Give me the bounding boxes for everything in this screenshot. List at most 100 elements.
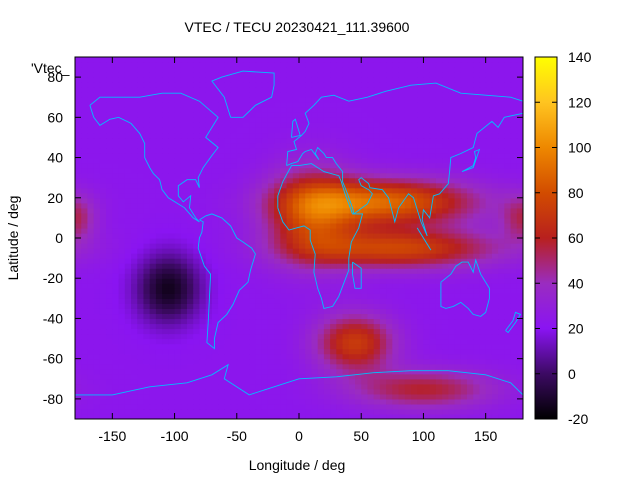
heat-cell bbox=[261, 157, 269, 164]
heat-cell bbox=[361, 273, 369, 279]
heat-cell bbox=[348, 248, 356, 254]
heat-cell bbox=[124, 293, 132, 299]
heat-cell bbox=[261, 333, 269, 340]
heat-cell bbox=[467, 338, 474, 345]
heat-cell bbox=[423, 303, 431, 309]
heat-cell bbox=[155, 343, 163, 350]
heat-cell bbox=[516, 393, 523, 400]
heat-cell bbox=[174, 162, 182, 169]
heat-cell bbox=[137, 137, 145, 144]
heat-cell bbox=[317, 308, 325, 315]
heat-cell bbox=[99, 232, 107, 239]
heat-cell bbox=[155, 162, 163, 169]
heat-cell bbox=[199, 343, 207, 350]
heat-cell bbox=[467, 172, 474, 179]
heat-cell bbox=[205, 288, 213, 294]
heat-cell bbox=[386, 273, 393, 279]
heat-cell bbox=[479, 283, 487, 289]
heat-cell bbox=[348, 323, 356, 330]
heat-cell bbox=[81, 323, 89, 330]
heat-cell bbox=[106, 383, 113, 390]
heat-cell bbox=[305, 303, 313, 309]
heat-cell bbox=[75, 253, 82, 259]
heat-cell bbox=[87, 97, 95, 103]
heat-cell bbox=[87, 87, 95, 93]
heat-cell bbox=[448, 172, 456, 179]
heat-cell bbox=[417, 373, 425, 380]
heat-cell bbox=[131, 293, 138, 299]
heat-cell bbox=[330, 182, 337, 189]
heat-cell bbox=[417, 82, 425, 88]
heat-cell bbox=[174, 107, 182, 113]
heat-cell bbox=[510, 308, 518, 315]
heat-cell bbox=[342, 212, 350, 219]
heat-cell bbox=[355, 127, 362, 134]
heat-cell bbox=[75, 258, 82, 264]
heat-cell bbox=[131, 232, 138, 239]
heat-cell bbox=[224, 348, 232, 355]
heat-cell bbox=[442, 313, 449, 320]
heat-cell bbox=[398, 217, 406, 224]
heat-cell bbox=[305, 273, 313, 279]
heat-cell bbox=[317, 268, 325, 274]
heat-cell bbox=[149, 217, 157, 224]
heat-cell bbox=[510, 97, 518, 103]
heat-cell bbox=[442, 368, 449, 375]
heat-cell bbox=[429, 107, 437, 113]
heat-cell bbox=[473, 102, 481, 108]
heat-cell bbox=[392, 408, 400, 415]
heat-cell bbox=[230, 157, 238, 164]
heat-cell bbox=[454, 122, 462, 128]
heat-cell bbox=[286, 152, 294, 159]
heat-cell bbox=[491, 308, 499, 315]
heat-cell bbox=[510, 147, 518, 154]
heat-cell bbox=[267, 238, 275, 244]
heat-cell bbox=[361, 303, 369, 309]
heat-cell bbox=[118, 77, 126, 83]
heat-cell bbox=[485, 107, 493, 113]
heat-cell bbox=[87, 202, 95, 209]
heat-cell bbox=[392, 343, 400, 350]
heat-cell bbox=[423, 288, 431, 294]
heat-cell bbox=[330, 72, 337, 78]
heat-cell bbox=[373, 413, 381, 419]
heat-cell bbox=[261, 137, 269, 144]
heat-cell bbox=[373, 398, 381, 405]
heat-cell bbox=[99, 212, 107, 219]
heat-cell bbox=[305, 87, 313, 93]
heat-cell bbox=[323, 207, 331, 214]
heat-cell bbox=[168, 343, 176, 350]
heat-cell bbox=[87, 303, 95, 309]
heat-cell bbox=[299, 383, 306, 390]
heat-cell bbox=[311, 338, 319, 345]
heat-cell bbox=[299, 227, 306, 234]
heat-cell bbox=[81, 227, 89, 234]
heat-cell bbox=[355, 353, 362, 360]
heat-cell bbox=[485, 117, 493, 123]
heat-cell bbox=[193, 353, 201, 360]
heat-cell bbox=[355, 413, 362, 419]
heat-cell bbox=[373, 378, 381, 385]
heat-cell bbox=[155, 298, 163, 304]
heat-cell bbox=[417, 303, 425, 309]
heat-cell bbox=[236, 308, 244, 315]
heat-cell bbox=[510, 278, 518, 284]
heat-cell bbox=[454, 263, 462, 269]
heat-cell bbox=[299, 373, 306, 380]
heat-cell bbox=[392, 383, 400, 390]
heat-cell bbox=[429, 268, 437, 274]
heat-cell bbox=[299, 222, 306, 229]
heat-cell bbox=[292, 92, 300, 98]
heat-cell bbox=[348, 172, 356, 179]
heat-cell bbox=[255, 263, 263, 269]
heat-cell bbox=[398, 363, 406, 370]
heat-cell bbox=[398, 283, 406, 289]
heat-cell bbox=[149, 142, 157, 149]
heat-cell bbox=[236, 253, 244, 259]
heat-cell bbox=[454, 298, 462, 304]
heat-cell bbox=[174, 358, 182, 365]
heat-cell bbox=[168, 147, 176, 154]
heat-cell bbox=[168, 293, 176, 299]
heat-cell bbox=[93, 127, 101, 134]
heat-cell bbox=[224, 107, 232, 113]
